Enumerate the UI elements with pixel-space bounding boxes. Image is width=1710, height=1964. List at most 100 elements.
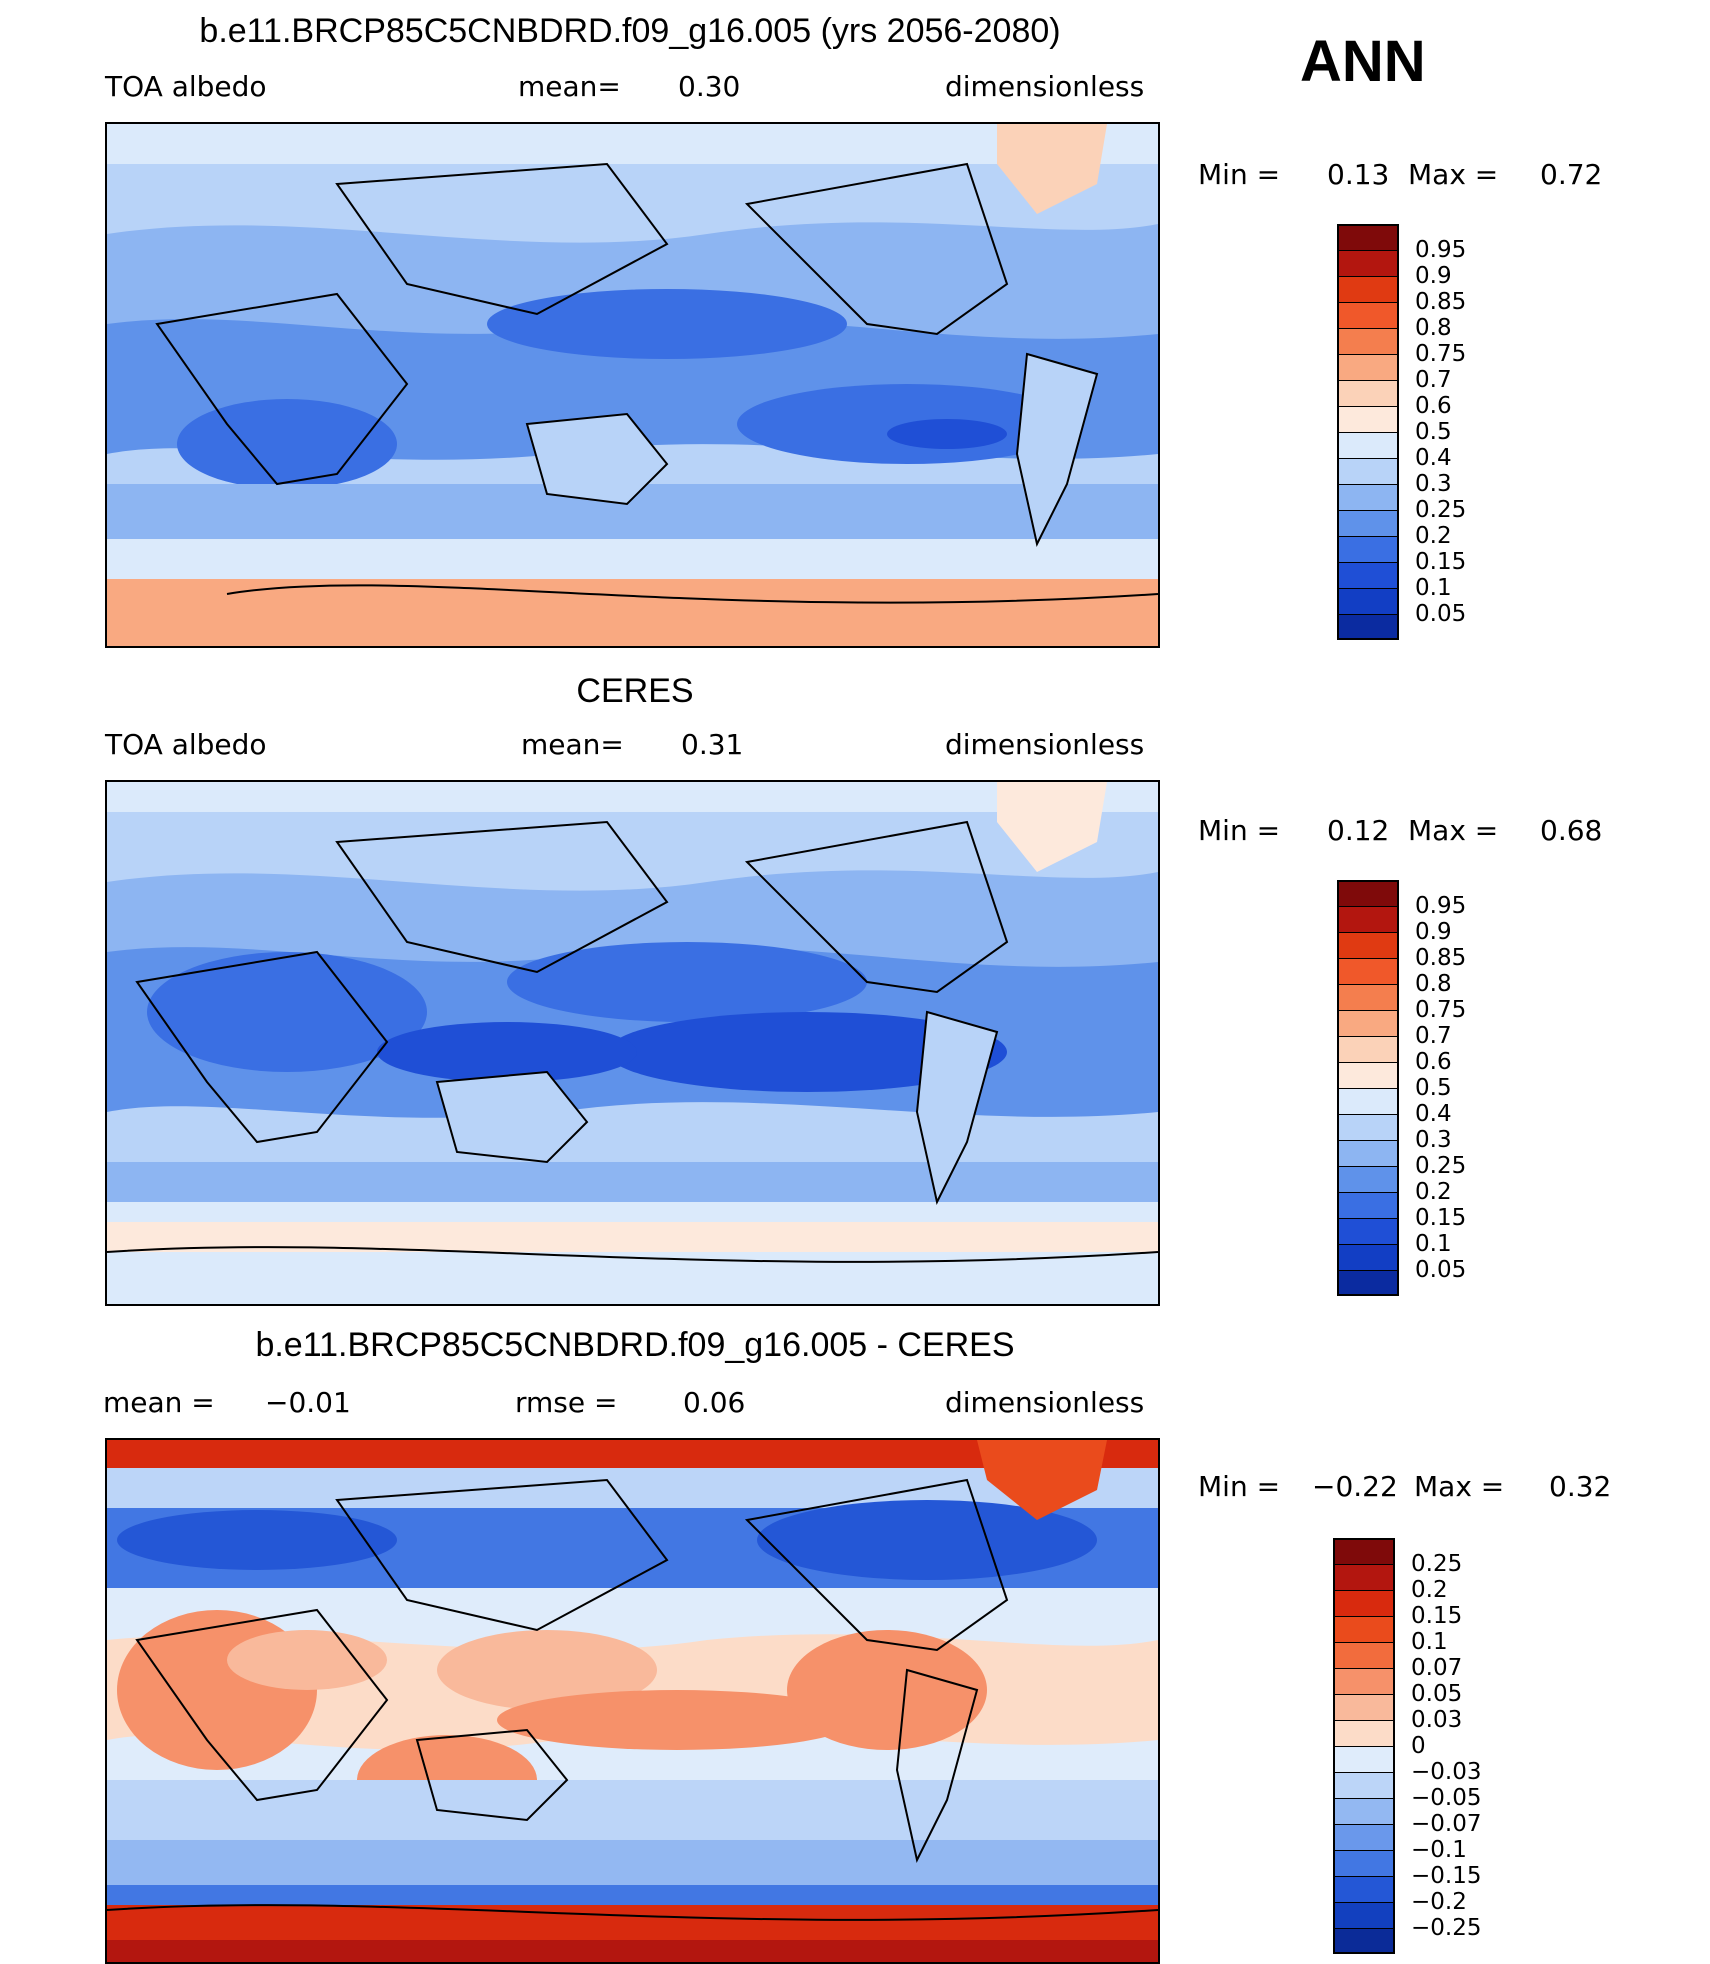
- colorbar-label: 0.07: [1411, 1655, 1463, 1681]
- colorbar-swatch: [1337, 536, 1397, 562]
- panel-3-colorbar: 0.25 0.2 0.15 0.1 0.07 0.05 0.03 0 −0.03 −0.05 −0.…: [1333, 1538, 1481, 1954]
- colorbar-label: 0.95: [1415, 237, 1467, 263]
- colorbar-swatch: [1333, 1668, 1393, 1694]
- colorbar-swatch: [1337, 276, 1397, 302]
- colorbar-swatch: [1333, 1850, 1393, 1876]
- panel-1-max-label: Max =: [1408, 158, 1499, 191]
- colorbar-swatch: [1337, 1140, 1397, 1166]
- colorbar-label: −0.15: [1411, 1863, 1482, 1889]
- season-label: ANN: [1300, 29, 1426, 94]
- colorbar-swatch: [1337, 588, 1397, 614]
- panel-3-max-value: 0.32: [1549, 1470, 1612, 1503]
- panel-1-variable-label: TOA albedo: [105, 70, 267, 103]
- colorbar-label: −0.05: [1411, 1785, 1482, 1811]
- colorbar-swatch: [1337, 958, 1397, 984]
- colorbar-label: 0.15: [1415, 549, 1467, 575]
- colorbar-label: 0.85: [1415, 289, 1467, 315]
- colorbar-swatch: [1337, 906, 1397, 932]
- colorbar-swatch: [1337, 1114, 1397, 1140]
- colorbar-frame: [1337, 880, 1399, 1296]
- panel-2-variable-label: TOA albedo: [105, 728, 267, 761]
- colorbar-swatch: [1337, 250, 1397, 276]
- colorbar-label: 0.2: [1411, 1577, 1448, 1603]
- colorbar-frame: [1333, 1538, 1395, 1954]
- panel-3-min-label: Min =: [1198, 1470, 1281, 1503]
- colorbar-swatch: [1337, 1218, 1397, 1244]
- colorbar-label: 0.2: [1415, 1179, 1452, 1205]
- colorbar-swatch: [1337, 880, 1397, 906]
- colorbar-swatch: [1337, 1010, 1397, 1036]
- colorbar-label: −0.07: [1411, 1811, 1482, 1837]
- colorbar-swatch: [1337, 562, 1397, 588]
- panel-2-min-value: 0.12: [1327, 814, 1390, 847]
- colorbar-swatch: [1337, 1088, 1397, 1114]
- colorbar-label: 0.1: [1411, 1629, 1448, 1655]
- colorbar-swatch: [1337, 380, 1397, 406]
- colorbar-label: 0.9: [1415, 919, 1452, 945]
- colorbar-swatch: [1333, 1824, 1393, 1850]
- colorbar-label: 0.85: [1415, 945, 1467, 971]
- colorbar-frame: [1337, 224, 1399, 640]
- panel-3-min-value: −0.22: [1312, 1470, 1398, 1503]
- colorbar-label: 0.3: [1415, 471, 1452, 497]
- panel-2-map: [105, 780, 1160, 1306]
- colorbar-swatch: [1333, 1564, 1393, 1590]
- colorbar-label: 0.05: [1415, 1257, 1467, 1283]
- colorbar-swatch: [1337, 432, 1397, 458]
- colorbar-swatch: [1333, 1616, 1393, 1642]
- colorbar-label: 0.1: [1415, 1231, 1452, 1257]
- panel-1-mean-label: mean=: [518, 70, 621, 103]
- panel-1-min-label: Min =: [1198, 158, 1281, 191]
- colorbar-label: 0.4: [1415, 1101, 1452, 1127]
- colorbar-label: 0: [1411, 1733, 1426, 1759]
- colorbar-swatch: [1333, 1590, 1393, 1616]
- colorbar-swatch: [1337, 1244, 1397, 1270]
- panel-2-max-value: 0.68: [1540, 814, 1603, 847]
- colorbar-swatch: [1337, 302, 1397, 328]
- colorbar-swatch: [1337, 1270, 1397, 1296]
- colorbar-swatch: [1333, 1876, 1393, 1902]
- panel-2-units-label: dimensionless: [945, 728, 1145, 761]
- colorbar-swatch: [1333, 1720, 1393, 1746]
- colorbar-label: −0.03: [1411, 1759, 1482, 1785]
- panel-1-map: [105, 122, 1160, 648]
- panel-2-mean-label: mean=: [521, 728, 624, 761]
- colorbar-label: 0.4: [1415, 445, 1452, 471]
- colorbar-label: 0.7: [1415, 1023, 1452, 1049]
- colorbar-swatch: [1337, 614, 1397, 640]
- panel-1-title: b.e11.BRCP85C5CNBDRD.f09_g16.005 (yrs 20…: [199, 12, 1061, 50]
- panel-2-min-label: Min =: [1198, 814, 1281, 847]
- colorbar-swatch: [1337, 984, 1397, 1010]
- colorbar-label: 0.6: [1415, 393, 1452, 419]
- panel-3-max-label: Max =: [1414, 1470, 1505, 1503]
- colorbar-swatch: [1337, 224, 1397, 250]
- panel-1-min-value: 0.13: [1327, 158, 1390, 191]
- panel-3-map: [105, 1438, 1160, 1964]
- panel-1-units-label: dimensionless: [945, 70, 1145, 103]
- colorbar-swatch: [1333, 1746, 1393, 1772]
- colorbar-label: 0.7: [1415, 367, 1452, 393]
- panel-1-colorbar: 0.95 0.9 0.85 0.8 0.75 0.7 0.6 0.5 0.4 0.3 0.25 0.2…: [1337, 224, 1466, 640]
- colorbar-label: 0.5: [1415, 419, 1452, 445]
- panel-2-max-label: Max =: [1408, 814, 1499, 847]
- colorbar-label: −0.2: [1411, 1889, 1467, 1915]
- colorbar-swatch: [1333, 1694, 1393, 1720]
- panel-3-rmse-value: 0.06: [683, 1386, 746, 1419]
- colorbar-swatch: [1333, 1798, 1393, 1824]
- panel-1-mean-value: 0.30: [678, 70, 741, 103]
- panel-3-mean-value: −0.01: [265, 1386, 351, 1419]
- colorbar-label: −0.1: [1411, 1837, 1467, 1863]
- panel-3-rmse-label: rmse =: [515, 1386, 618, 1419]
- panel-3-title: b.e11.BRCP85C5CNBDRD.f09_g16.005 - CERES: [255, 1326, 1015, 1364]
- colorbar-label: 0.8: [1415, 315, 1452, 341]
- colorbar-swatch: [1337, 1166, 1397, 1192]
- colorbar-swatch: [1337, 1062, 1397, 1088]
- colorbar-label: 0.25: [1411, 1551, 1463, 1577]
- colorbar-label: 0.25: [1415, 497, 1467, 523]
- colorbar-swatch: [1333, 1928, 1393, 1954]
- colorbar-swatch: [1337, 1036, 1397, 1062]
- colorbar-swatch: [1333, 1902, 1393, 1928]
- colorbar-swatch: [1333, 1538, 1393, 1564]
- colorbar-label: 0.5: [1415, 1075, 1452, 1101]
- colorbar-label: −0.25: [1411, 1915, 1482, 1941]
